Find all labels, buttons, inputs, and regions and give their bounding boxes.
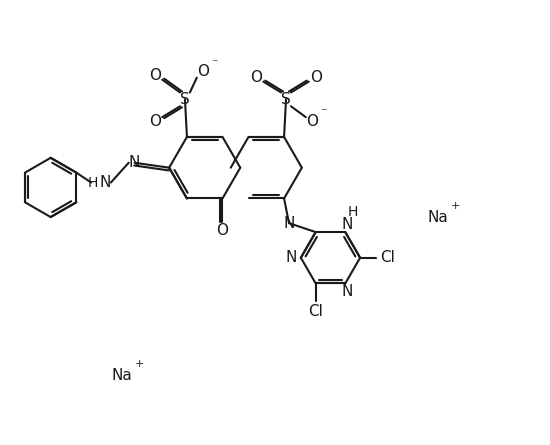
Text: Na: Na: [427, 210, 448, 225]
Text: O: O: [310, 70, 322, 85]
Text: N: N: [342, 217, 353, 232]
Text: H: H: [88, 175, 98, 190]
Text: +: +: [451, 201, 460, 211]
Text: O: O: [306, 113, 318, 129]
Text: N: N: [100, 175, 111, 190]
Text: H: H: [348, 205, 359, 219]
Text: N: N: [285, 250, 296, 265]
Text: O: O: [250, 70, 262, 85]
Text: ⁻: ⁻: [211, 57, 218, 70]
Text: Na: Na: [112, 368, 133, 383]
Text: Cl: Cl: [380, 250, 395, 265]
Text: O: O: [150, 113, 161, 129]
Text: O: O: [197, 64, 209, 79]
Text: ⁻: ⁻: [320, 107, 327, 120]
Text: S: S: [281, 92, 291, 107]
Text: Cl: Cl: [308, 303, 323, 319]
Text: N: N: [129, 155, 140, 170]
Text: +: +: [135, 359, 144, 369]
Text: O: O: [217, 222, 228, 238]
Text: N: N: [342, 284, 353, 299]
Text: S: S: [180, 92, 190, 107]
Text: N: N: [283, 216, 295, 231]
Text: O: O: [150, 68, 161, 83]
